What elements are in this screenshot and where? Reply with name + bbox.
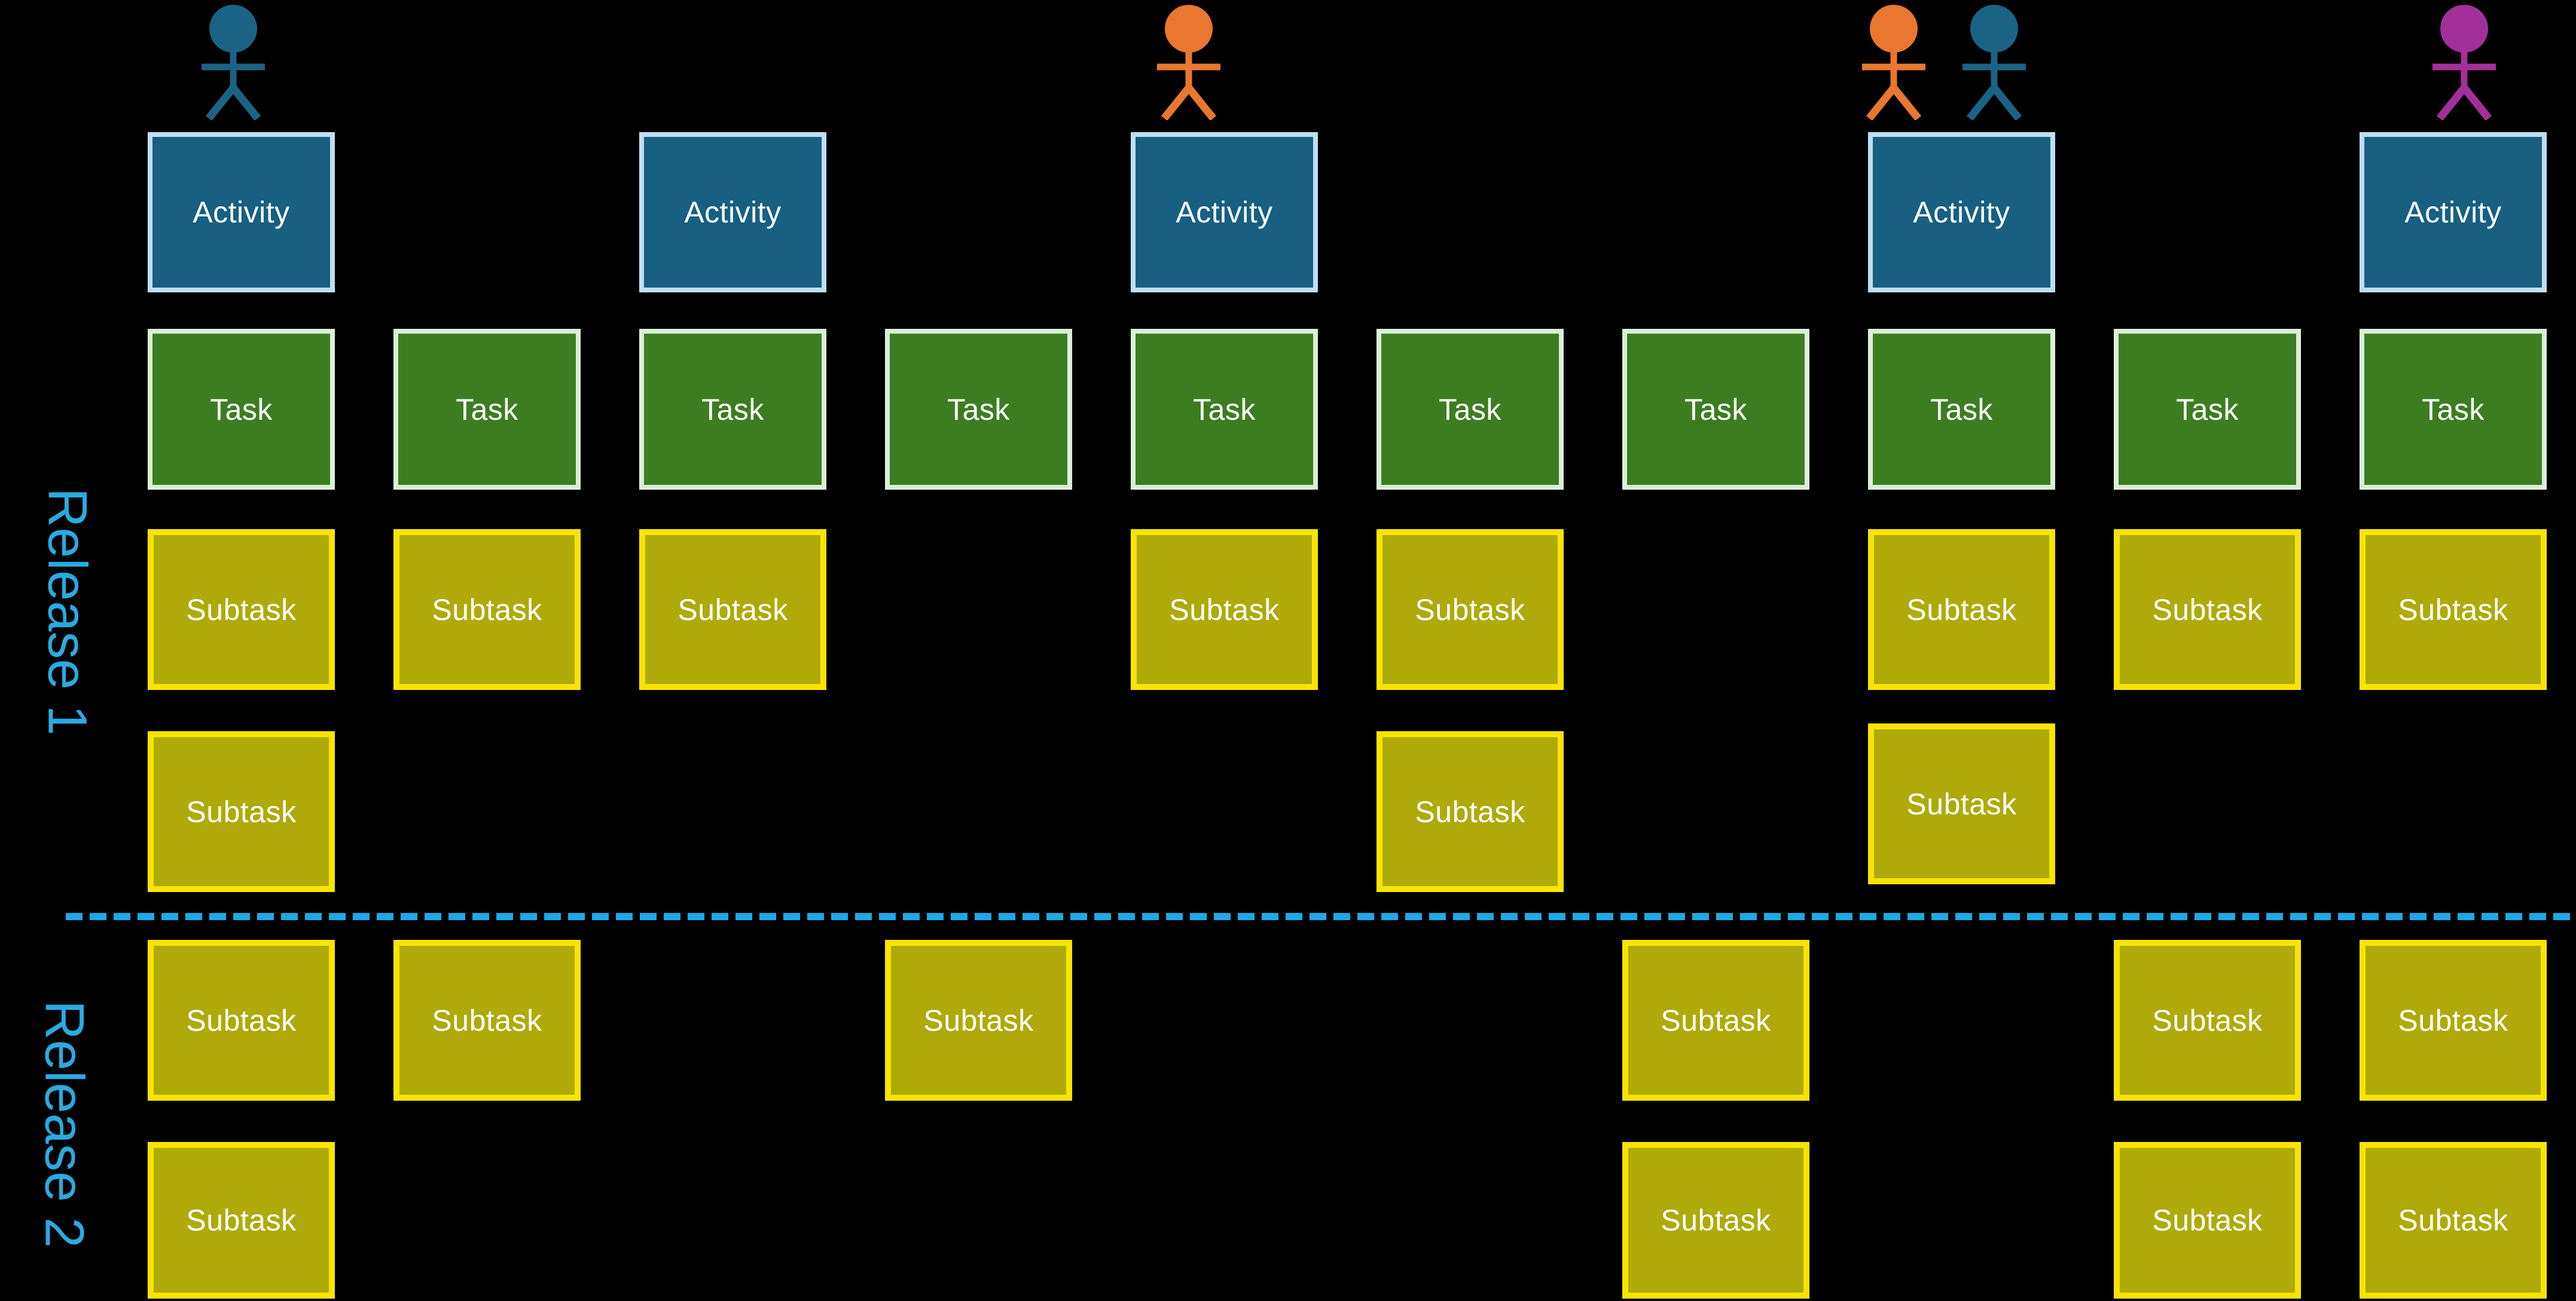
actor-blue-icon [1961,3,2028,121]
actor-blue-icon [200,3,267,121]
activity-box-label: Activity [684,196,782,229]
task-box-label: Task [1684,392,1747,426]
subtask-box-label: Subtask [186,1003,297,1037]
subtask-box-label: Subtask [1906,593,2017,627]
task-box: Task [1376,329,1564,490]
task-box-label: Task [701,392,764,426]
task-box: Task [1868,329,2055,490]
subtask-box-label: Subtask [1169,593,1280,627]
task-box: Task [639,329,826,490]
subtask-box-label: Subtask [1906,787,2017,821]
activity-box: Activity [2360,132,2547,292]
subtask-box-label: Subtask [1661,1003,1771,1037]
actor-purple-icon [2431,3,2498,121]
task-box: Task [885,329,1072,490]
activity-box: Activity [148,132,335,292]
subtask-box-label: Subtask [1661,1204,1771,1237]
activity-box-label: Activity [1176,196,1273,229]
subtask-box-label: Subtask [2152,1204,2263,1237]
subtask-box: Subtask [393,529,581,690]
subtask-box: Subtask [148,731,335,892]
task-box: Task [148,329,335,490]
task-box-label: Task [2176,392,2239,426]
task-box: Task [393,329,581,490]
subtask-box: Subtask [2360,529,2547,690]
task-box-label: Task [947,392,1010,426]
activity-box-label: Activity [193,196,290,229]
subtask-box: Subtask [393,940,581,1101]
subtask-box: Subtask [2360,1142,2547,1299]
subtask-box-label: Subtask [186,795,297,829]
subtask-box: Subtask [1868,723,2055,884]
subtask-box: Subtask [1622,1142,1809,1299]
activity-box: Activity [1868,132,2055,292]
subtask-box-label: Subtask [2398,1003,2508,1037]
task-box-label: Task [456,392,518,426]
subtask-box: Subtask [1376,529,1564,690]
task-box: Task [1622,329,1809,490]
subtask-box-label: Subtask [186,593,297,627]
subtask-box: Subtask [639,529,826,690]
activity-box-label: Activity [2404,196,2502,229]
task-box-label: Task [1930,392,1993,426]
subtask-box: Subtask [885,940,1072,1101]
actor-orange-icon [1155,3,1222,121]
subtask-box: Subtask [2114,940,2301,1101]
subtask-box-label: Subtask [432,593,542,627]
release-2-label: Release 2 [33,1000,95,1248]
task-box: Task [2114,329,2301,490]
task-box: Task [1131,329,1318,490]
subtask-box-label: Subtask [1415,593,1525,627]
subtask-box-label: Subtask [2398,1204,2508,1237]
release-divider-dashed-line [66,913,2576,920]
subtask-box-label: Subtask [432,1003,542,1037]
subtask-box-label: Subtask [2152,1003,2263,1037]
subtask-box-label: Subtask [923,1003,1034,1037]
actor-orange-icon [1860,3,1927,121]
subtask-box: Subtask [1131,529,1318,690]
subtask-box: Subtask [2360,940,2547,1101]
activity-box-label: Activity [1913,196,2010,229]
subtask-box-label: Subtask [677,593,788,627]
task-box: Task [2360,329,2547,490]
subtask-box: Subtask [1868,529,2055,690]
task-box-label: Task [210,392,273,426]
subtask-box-label: Subtask [2398,593,2508,627]
activity-box: Activity [1131,132,1318,292]
subtask-box: Subtask [148,940,335,1101]
task-box-label: Task [2422,392,2485,426]
subtask-box: Subtask [148,529,335,690]
subtask-box: Subtask [2114,1142,2301,1299]
task-box-label: Task [1193,392,1256,426]
subtask-box: Subtask [2114,529,2301,690]
subtask-box: Subtask [148,1142,335,1299]
subtask-box: Subtask [1376,731,1564,892]
subtask-box-label: Subtask [2152,593,2263,627]
subtask-box-label: Subtask [1415,795,1525,829]
task-box-label: Task [1439,392,1501,426]
activity-box: Activity [639,132,826,292]
subtask-box: Subtask [1622,940,1809,1101]
subtask-box-label: Subtask [186,1204,297,1237]
release-1-label: Release 1 [36,487,98,736]
